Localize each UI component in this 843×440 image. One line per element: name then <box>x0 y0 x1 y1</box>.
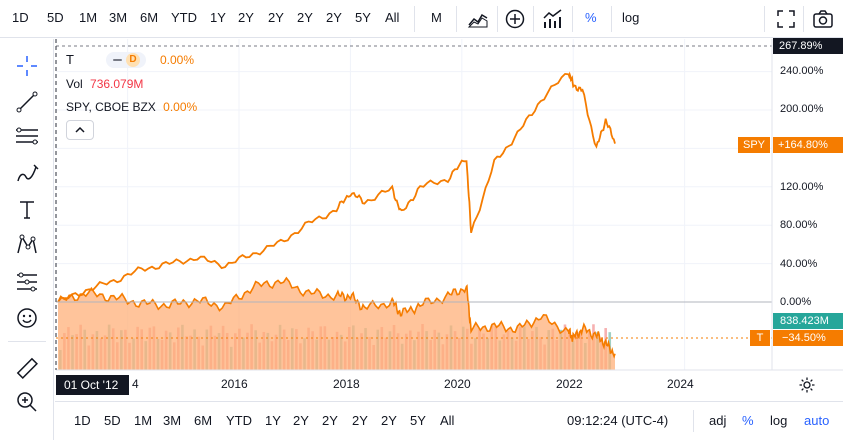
interval-badge: D <box>126 53 140 67</box>
emoji-icon[interactable] <box>14 305 40 331</box>
interval-6m[interactable]: 6M <box>140 10 159 25</box>
range-all[interactable]: All <box>440 413 455 428</box>
brush-icon[interactable] <box>14 161 40 187</box>
range-ytd[interactable]: YTD <box>226 413 252 428</box>
interval-all[interactable]: All <box>385 10 400 25</box>
percent-mode-button[interactable]: % <box>585 10 597 25</box>
symbol-change: 0.00% <box>160 53 195 67</box>
interval-1m[interactable]: 1M <box>79 10 98 25</box>
spy-tag-symbol: SPY <box>738 137 770 153</box>
toolbar-divider <box>764 6 765 32</box>
fullscreen-icon[interactable] <box>774 7 798 31</box>
log-scale-toggle[interactable]: log <box>770 413 788 428</box>
bar-style-button[interactable]: M <box>431 10 442 25</box>
price-label-0: 0.00% <box>780 296 812 308</box>
spy-line <box>57 71 616 303</box>
top-toolbar: 1D 5D 1M 3M 6M YTD 1Y 2Y 2Y 2Y 2Y 5Y All… <box>0 0 843 38</box>
toolbar-divider <box>497 6 498 32</box>
crosshair-icon[interactable] <box>14 53 40 79</box>
high-price-tag: 267.89% <box>773 38 843 54</box>
range-2y-a[interactable]: 2Y <box>293 413 309 428</box>
range-1y[interactable]: 1Y <box>265 413 281 428</box>
spy-tag-value: +164.80% <box>773 137 843 153</box>
interval-1d[interactable]: 1D <box>12 10 29 25</box>
toolbar-divider <box>693 410 694 432</box>
collapse-legend-button[interactable] <box>66 120 94 140</box>
compare-change: 0.00% <box>163 100 198 114</box>
toolbar-divider <box>611 6 612 32</box>
range-1d[interactable]: 1D <box>74 413 91 428</box>
range-2y-d[interactable]: 2Y <box>381 413 397 428</box>
range-5d[interactable]: 5D <box>104 413 121 428</box>
area-chart-icon[interactable] <box>466 7 490 31</box>
chevron-up-icon <box>75 126 85 133</box>
auto-scale-button[interactable]: auto <box>804 413 830 428</box>
screenshot-icon[interactable] <box>811 7 835 31</box>
tool-divider <box>8 341 46 342</box>
pattern-icon[interactable] <box>14 232 40 258</box>
time-label: 4 <box>132 377 139 391</box>
t-area-fill <box>58 278 615 370</box>
toolbar-divider <box>456 6 457 32</box>
interval-2y-a[interactable]: 2Y <box>238 10 254 25</box>
interval-pill[interactable]: D <box>106 52 146 68</box>
adjust-button[interactable]: adj <box>709 413 727 428</box>
price-label-40: 40.00% <box>780 258 818 270</box>
interval-5d[interactable]: 5D <box>47 10 64 25</box>
indicators-icon[interactable] <box>541 7 565 31</box>
symbol-name[interactable]: T <box>66 52 74 67</box>
percent-scale-button[interactable]: % <box>742 413 754 428</box>
interval-1y[interactable]: 1Y <box>210 10 226 25</box>
interval-3m[interactable]: 3M <box>109 10 128 25</box>
interval-2y-d[interactable]: 2Y <box>326 10 342 25</box>
price-label-240: 240.00% <box>780 65 824 77</box>
toolbar-divider <box>533 6 534 32</box>
price-label-200: 200.00% <box>780 103 824 115</box>
ruler-icon[interactable] <box>14 355 40 381</box>
volume-tag: 838.423M <box>773 313 843 329</box>
log-scale-button[interactable]: log <box>622 10 640 25</box>
bottom-toolbar: 1D 5D 1M 3M 6M YTD 1Y 2Y 2Y 2Y 2Y 5Y All… <box>55 401 843 440</box>
range-6m[interactable]: 6M <box>194 413 213 428</box>
time-label-2020: 2020 <box>444 377 471 391</box>
price-label-120: 120.00% <box>780 181 824 193</box>
crosshair-date-label: 01 Oct '12 <box>56 375 129 395</box>
settings-gear-icon[interactable] <box>798 376 816 394</box>
range-3m[interactable]: 3M <box>163 413 182 428</box>
volume-value: 736.079M <box>90 77 144 91</box>
range-5y[interactable]: 5Y <box>410 413 426 428</box>
chart-canvas[interactable] <box>0 0 843 400</box>
t-tag-value: −34.50% <box>773 330 843 346</box>
spy-line-series <box>57 71 616 303</box>
forecast-icon[interactable] <box>14 269 40 295</box>
drawing-toolbar <box>0 39 54 440</box>
toolbar-divider <box>414 6 415 32</box>
time-label-2018: 2018 <box>333 377 360 391</box>
toolbar-divider <box>803 6 804 32</box>
interval-5y[interactable]: 5Y <box>355 10 371 25</box>
t-line <box>57 276 616 359</box>
t-area-series <box>57 276 616 370</box>
trend-line-icon[interactable] <box>14 89 40 115</box>
range-2y-b[interactable]: 2Y <box>322 413 338 428</box>
minus-icon <box>113 59 122 61</box>
t-tag-symbol: T <box>750 330 770 346</box>
clock-timezone[interactable]: 09:12:24 (UTC-4) <box>567 413 669 428</box>
price-label-80: 80.00% <box>780 219 818 231</box>
fib-levels-icon[interactable] <box>14 123 40 149</box>
time-label-2022: 2022 <box>556 377 583 391</box>
time-label-2024: 2024 <box>667 377 694 391</box>
range-2y-c[interactable]: 2Y <box>352 413 368 428</box>
compare-symbol-label[interactable]: SPY, CBOE BZX <box>66 100 156 114</box>
zoom-in-icon[interactable] <box>14 389 40 415</box>
toolbar-divider <box>572 6 573 32</box>
add-compare-icon[interactable] <box>503 7 527 31</box>
interval-2y-c[interactable]: 2Y <box>297 10 313 25</box>
time-label-2016: 2016 <box>221 377 248 391</box>
interval-2y-b[interactable]: 2Y <box>268 10 284 25</box>
range-1m[interactable]: 1M <box>134 413 153 428</box>
volume-label: Vol <box>66 77 83 91</box>
interval-ytd[interactable]: YTD <box>171 10 197 25</box>
text-icon[interactable] <box>14 197 40 223</box>
